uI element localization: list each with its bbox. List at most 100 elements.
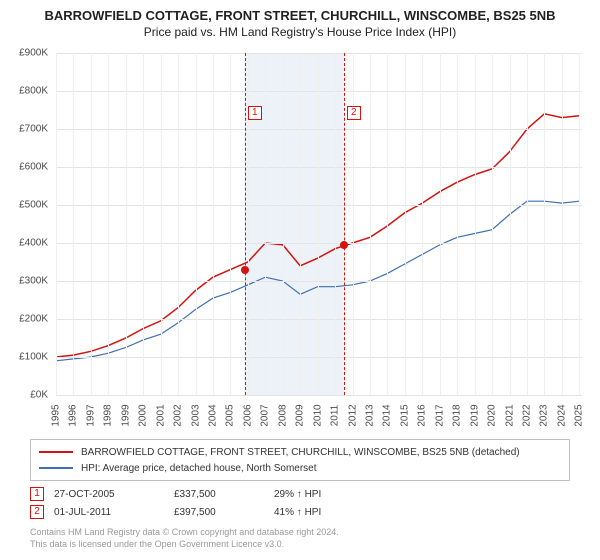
event-date: 01-JUL-2011: [54, 507, 174, 518]
x-tick-label: 2024: [556, 404, 567, 426]
x-tick-label: 2008: [277, 404, 288, 426]
gridline-v: [370, 53, 371, 395]
gridline-h: [56, 243, 582, 244]
x-tick-label: 1995: [51, 404, 62, 426]
y-tick-label: £800K: [8, 86, 48, 97]
gridline-v: [161, 53, 162, 395]
footnote-line-2: This data is licensed under the Open Gov…: [30, 539, 570, 551]
y-tick-label: £0K: [8, 390, 48, 401]
legend-box: BARROWFIELD COTTAGE, FRONT STREET, CHURC…: [30, 439, 570, 481]
y-tick-label: £600K: [8, 162, 48, 173]
gridline-h: [56, 53, 582, 54]
y-tick-label: £500K: [8, 200, 48, 211]
x-tick-label: 2016: [417, 404, 428, 426]
gridline-v: [387, 53, 388, 395]
chart-title: BARROWFIELD COTTAGE, FRONT STREET, CHURC…: [0, 8, 600, 23]
x-tick-label: 2001: [155, 404, 166, 426]
legend-row-2: HPI: Average price, detached house, Nort…: [39, 460, 561, 476]
event-line: [245, 53, 246, 395]
x-tick-label: 2007: [260, 404, 271, 426]
x-tick-label: 2006: [242, 404, 253, 426]
gridline-h: [56, 395, 582, 396]
x-tick-label: 2012: [347, 404, 358, 426]
y-tick-label: £400K: [8, 238, 48, 249]
gridline-v: [300, 53, 301, 395]
plot-svg: [56, 53, 588, 395]
gridline-v: [126, 53, 127, 395]
gridline-v: [353, 53, 354, 395]
x-tick-label: 2000: [138, 404, 149, 426]
gridline-v: [265, 53, 266, 395]
x-tick-label: 2015: [399, 404, 410, 426]
x-tick-label: 2005: [225, 404, 236, 426]
gridline-v: [108, 53, 109, 395]
event-price: £337,500: [174, 489, 274, 500]
x-tick-label: 2014: [382, 404, 393, 426]
event-point: [340, 241, 348, 249]
event-date: 27-OCT-2005: [54, 489, 174, 500]
gridline-h: [56, 205, 582, 206]
event-flag: 1: [248, 106, 262, 120]
gridline-v: [405, 53, 406, 395]
gridline-v: [230, 53, 231, 395]
gridline-v: [91, 53, 92, 395]
x-tick-label: 2017: [434, 404, 445, 426]
event-point: [241, 266, 249, 274]
x-tick-label: 1999: [120, 404, 131, 426]
footnote-line-1: Contains HM Land Registry data © Crown c…: [30, 527, 570, 539]
gridline-h: [56, 281, 582, 282]
footnote: Contains HM Land Registry data © Crown c…: [30, 527, 570, 550]
x-tick-label: 1998: [103, 404, 114, 426]
legend-row-1: BARROWFIELD COTTAGE, FRONT STREET, CHURC…: [39, 444, 561, 460]
gridline-v: [422, 53, 423, 395]
event-flag: 2: [347, 106, 361, 120]
gridline-v: [335, 53, 336, 395]
gridline-v: [248, 53, 249, 395]
gridline-v: [213, 53, 214, 395]
x-tick-label: 1997: [85, 404, 96, 426]
y-tick-label: £300K: [8, 276, 48, 287]
x-tick-label: 2010: [312, 404, 323, 426]
gridline-v: [562, 53, 563, 395]
legend-label-1: BARROWFIELD COTTAGE, FRONT STREET, CHURC…: [81, 447, 520, 458]
x-tick-label: 2021: [504, 404, 515, 426]
event-diff: 29% ↑ HPI: [274, 489, 394, 500]
legend-swatch-2: [39, 467, 73, 469]
gridline-v: [283, 53, 284, 395]
x-tick-label: 2025: [574, 404, 585, 426]
gridline-h: [56, 357, 582, 358]
y-tick-label: £900K: [8, 48, 48, 59]
x-tick-label: 2011: [330, 405, 341, 427]
event-line: [344, 53, 345, 395]
y-tick-label: £100K: [8, 352, 48, 363]
gridline-v: [510, 53, 511, 395]
gridline-v: [196, 53, 197, 395]
x-tick-label: 2004: [207, 404, 218, 426]
x-tick-label: 2019: [469, 404, 480, 426]
legend-label-2: HPI: Average price, detached house, Nort…: [81, 463, 317, 474]
event-diff: 41% ↑ HPI: [274, 507, 394, 518]
x-tick-label: 2023: [539, 404, 550, 426]
legend-swatch-1: [39, 451, 73, 453]
event-price: £397,500: [174, 507, 274, 518]
event-marker: 1: [30, 487, 44, 501]
gridline-v: [73, 53, 74, 395]
gridline-v: [56, 53, 57, 395]
x-tick-label: 2003: [190, 404, 201, 426]
x-tick-label: 2009: [295, 404, 306, 426]
gridline-v: [492, 53, 493, 395]
event-table: 1 27-OCT-2005£337,50029% ↑ HPI 2 01-JUL-201…: [30, 485, 570, 521]
x-tick-label: 2020: [487, 404, 498, 426]
x-tick-label: 2002: [173, 404, 184, 426]
x-tick-label: 2013: [364, 404, 375, 426]
chart-subtitle: Price paid vs. HM Land Registry's House …: [0, 25, 600, 39]
x-tick-label: 1996: [68, 404, 79, 426]
y-tick-label: £700K: [8, 124, 48, 135]
chart-area: £0K£100K£200K£300K£400K£500K£600K£700K£8…: [8, 45, 592, 435]
event-row: 1 27-OCT-2005£337,50029% ↑ HPI: [30, 485, 570, 503]
gridline-v: [475, 53, 476, 395]
gridline-v: [544, 53, 545, 395]
gridline-v: [178, 53, 179, 395]
gridline-v: [318, 53, 319, 395]
event-marker: 2: [30, 505, 44, 519]
